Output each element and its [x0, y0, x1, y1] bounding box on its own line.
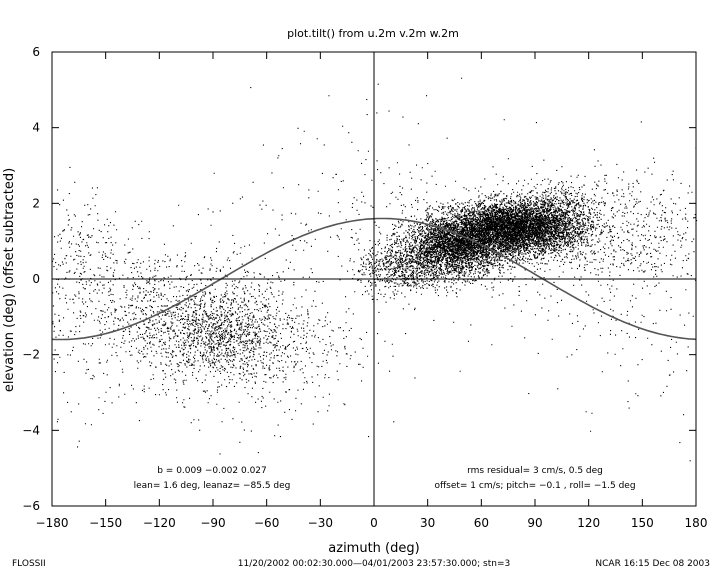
x-tick-label: −60: [254, 516, 279, 530]
x-tick-label: 60: [474, 516, 489, 530]
annotation-offset: offset= 1 cm/s; pitch= −0.1 , roll= −1.5…: [434, 481, 635, 491]
footer-time-range: 11/20/2002 00:02:30.000—04/01/2003 23:57…: [238, 559, 510, 569]
x-axis-label: azimuth (deg): [328, 541, 419, 556]
annotation-coefficients: b = 0.009 −0.002 0.027: [157, 466, 267, 476]
x-tick-label: 90: [527, 516, 542, 530]
data-points: [52, 77, 698, 462]
x-tick-label: 0: [370, 516, 378, 530]
y-tick-label: 4: [32, 121, 40, 135]
x-tick-label: 30: [420, 516, 435, 530]
x-tick-label: −120: [143, 516, 176, 530]
x-tick-label: −150: [89, 516, 122, 530]
x-tick-label: 150: [631, 516, 654, 530]
annotation-lean: lean= 1.6 deg, leanaz= −85.5 deg: [134, 481, 291, 491]
y-tick-label: −2: [22, 348, 40, 362]
y-tick-label: −4: [22, 423, 40, 437]
point-cluster: [499, 121, 698, 324]
chart-title: plot.tilt() from u.2m v.2m w.2m: [287, 27, 459, 40]
footer-stamp: NCAR 16:15 Dec 08 2003: [595, 559, 710, 569]
sparse-points: [52, 77, 694, 462]
x-tick-label: 180: [685, 516, 708, 530]
x-ticks: −180 −150 −120 −90 −60 −30 0 30 60 90 120 150 180: [36, 52, 708, 530]
y-tick-label: 6: [32, 45, 40, 59]
point-cluster: [337, 220, 458, 311]
x-tick-label: −180: [36, 516, 69, 530]
x-tick-label: 120: [577, 516, 600, 530]
point-cluster: [52, 214, 294, 422]
point-cluster: [115, 204, 416, 455]
point-cluster: [52, 166, 136, 380]
x-tick-label: −30: [308, 516, 333, 530]
point-cluster: [104, 267, 320, 421]
annotation-rms: rms residual= 3 cm/s, 0.5 deg: [467, 466, 603, 476]
y-tick-label: 0: [32, 272, 40, 286]
y-tick-label: 2: [32, 196, 40, 210]
footer-project: FLOSSII: [12, 559, 46, 569]
point-cluster: [417, 180, 625, 274]
y-tick-label: −6: [22, 499, 40, 513]
y-axis-label: elevation (deg) (offset subtracted): [2, 168, 17, 392]
x-tick-label: −90: [200, 516, 225, 530]
y-ticks: 6 4 2 0 −2 −4 −6: [22, 45, 696, 513]
point-cluster: [480, 149, 620, 271]
